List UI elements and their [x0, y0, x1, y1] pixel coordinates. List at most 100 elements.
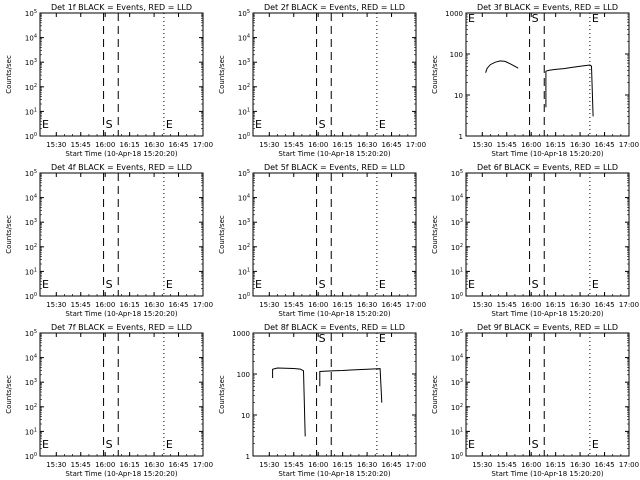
- y-tick-label: 104: [238, 34, 250, 43]
- x-tick-label: 17:00: [619, 461, 639, 469]
- y-tick-label: 102: [25, 83, 37, 92]
- x-tick-label: 16:00: [308, 301, 328, 309]
- marker-label: E: [379, 332, 386, 345]
- y-tick-label: 102: [25, 403, 37, 412]
- y-axis-label: Counts/sec: [431, 215, 439, 254]
- x-axis-label: Start Time (10-Apr-18 15:20:20): [278, 310, 390, 318]
- y-tick-label: 100: [238, 132, 250, 141]
- x-tick-label: 16:30: [357, 141, 377, 149]
- y-tick-label: 103: [25, 378, 37, 387]
- marker-label: E: [255, 278, 262, 291]
- y-tick-label: 104: [25, 354, 37, 363]
- x-tick-label: 16:45: [594, 461, 614, 469]
- y-tick-label: 103: [25, 218, 37, 227]
- x-tick-label: 17:00: [193, 141, 213, 149]
- marker-label: E: [592, 12, 599, 25]
- x-tick-label: 16:15: [333, 461, 353, 469]
- x-tick-label: 15:45: [71, 301, 91, 309]
- y-tick-label: 10: [241, 412, 250, 420]
- x-tick-label: 16:45: [168, 301, 188, 309]
- x-tick-label: 15:45: [497, 461, 517, 469]
- y-axis-label: Counts/sec: [218, 215, 226, 254]
- marker-label: S: [319, 118, 326, 131]
- x-tick-label: 16:00: [521, 301, 541, 309]
- y-tick-label: 100: [451, 292, 463, 301]
- x-axis-label: Start Time (10-Apr-18 15:20:20): [65, 470, 177, 478]
- marker-label: E: [42, 278, 49, 291]
- marker-label: S: [106, 118, 113, 131]
- x-tick-label: 16:00: [95, 141, 115, 149]
- panel-title: Det 2f BLACK = Events, RED = LLD: [264, 3, 405, 12]
- y-tick-label: 101: [451, 267, 463, 276]
- detector-panel-2: Det 2f BLACK = Events, RED = LLD 15:30 15:…: [218, 3, 426, 158]
- marker-label: E: [468, 12, 475, 25]
- y-axis-label: Counts/sec: [218, 375, 226, 414]
- panel-title: Det 6f BLACK = Events, RED = LLD: [477, 163, 618, 172]
- y-tick-label: 105: [451, 329, 463, 338]
- y-tick-label: 105: [238, 169, 250, 178]
- x-tick-label: 16:45: [594, 141, 614, 149]
- panel-title: Det 3f BLACK = Events, RED = LLD: [477, 3, 618, 12]
- marker-label: E: [166, 278, 173, 291]
- y-tick-label: 100: [25, 292, 37, 301]
- x-tick-label: 15:30: [46, 141, 66, 149]
- x-tick-label: 16:45: [594, 301, 614, 309]
- x-tick-label: 17:00: [406, 141, 426, 149]
- y-tick-label: 1000: [445, 10, 463, 18]
- x-tick-label: 16:45: [381, 461, 401, 469]
- x-tick-label: 16:30: [570, 461, 590, 469]
- x-tick-label: 16:30: [570, 301, 590, 309]
- y-tick-label: 103: [238, 58, 250, 67]
- panel-title: Det 4f BLACK = Events, RED = LLD: [51, 163, 192, 172]
- x-tick-label: 16:30: [144, 461, 164, 469]
- detector-panel-1: Det 1f BLACK = Events, RED = LLD 15:30 15:…: [5, 3, 213, 158]
- x-tick-label: 16:30: [144, 141, 164, 149]
- x-tick-label: 16:00: [521, 141, 541, 149]
- y-tick-label: 105: [451, 169, 463, 178]
- detector-panel-9: Det 9f BLACK = Events, RED = LLD 15:30 15:…: [431, 323, 639, 478]
- x-tick-label: 16:30: [357, 461, 377, 469]
- x-axis-label: Start Time (10-Apr-18 15:20:20): [278, 150, 390, 158]
- x-tick-label: 16:45: [381, 141, 401, 149]
- x-tick-label: 16:30: [144, 301, 164, 309]
- x-tick-label: 16:15: [120, 301, 140, 309]
- y-tick-label: 104: [25, 194, 37, 203]
- x-axis-label: Start Time (10-Apr-18 15:20:20): [491, 470, 603, 478]
- y-tick-label: 102: [451, 403, 463, 412]
- marker-label: E: [592, 278, 599, 291]
- marker-label: E: [468, 438, 475, 451]
- marker-label: E: [379, 278, 386, 291]
- marker-label: E: [592, 438, 599, 451]
- marker-label: E: [255, 118, 262, 131]
- y-tick-label: 103: [238, 218, 250, 227]
- y-tick-label: 105: [25, 169, 37, 178]
- plot-frame: [39, 332, 204, 457]
- detector-panel-8: Det 8f BLACK = Events, RED = LLD 15:30 15:…: [218, 323, 426, 478]
- x-tick-label: 15:30: [46, 461, 66, 469]
- x-tick-label: 16:15: [546, 461, 566, 469]
- detector-panel-3: Det 3f BLACK = Events, RED = LLD 15:30 15:…: [431, 3, 639, 158]
- x-tick-label: 15:45: [497, 141, 517, 149]
- y-tick-label: 10: [454, 92, 463, 100]
- plot-frame: [465, 12, 630, 137]
- x-tick-label: 15:30: [46, 301, 66, 309]
- x-tick-label: 17:00: [406, 461, 426, 469]
- marker-label: E: [468, 278, 475, 291]
- x-tick-label: 16:45: [168, 141, 188, 149]
- panel-title: Det 9f BLACK = Events, RED = LLD: [477, 323, 618, 332]
- detector-panel-6: Det 6f BLACK = Events, RED = LLD 15:30 15:…: [431, 163, 639, 318]
- x-axis-label: Start Time (10-Apr-18 15:20:20): [491, 150, 603, 158]
- x-tick-label: 15:30: [259, 301, 279, 309]
- x-tick-label: 16:30: [570, 141, 590, 149]
- detector-panel-5: Det 5f BLACK = Events, RED = LLD 15:30 15:…: [218, 163, 426, 318]
- x-tick-label: 15:45: [284, 461, 304, 469]
- x-tick-label: 15:45: [497, 301, 517, 309]
- panel-title: Det 1f BLACK = Events, RED = LLD: [51, 3, 192, 12]
- marker-label: E: [42, 118, 49, 131]
- x-tick-label: 15:45: [284, 301, 304, 309]
- y-axis-label: Counts/sec: [5, 375, 13, 414]
- marker-label: S: [319, 278, 326, 291]
- y-tick-label: 104: [25, 34, 37, 43]
- x-tick-label: 16:15: [333, 141, 353, 149]
- x-tick-label: 15:30: [472, 141, 492, 149]
